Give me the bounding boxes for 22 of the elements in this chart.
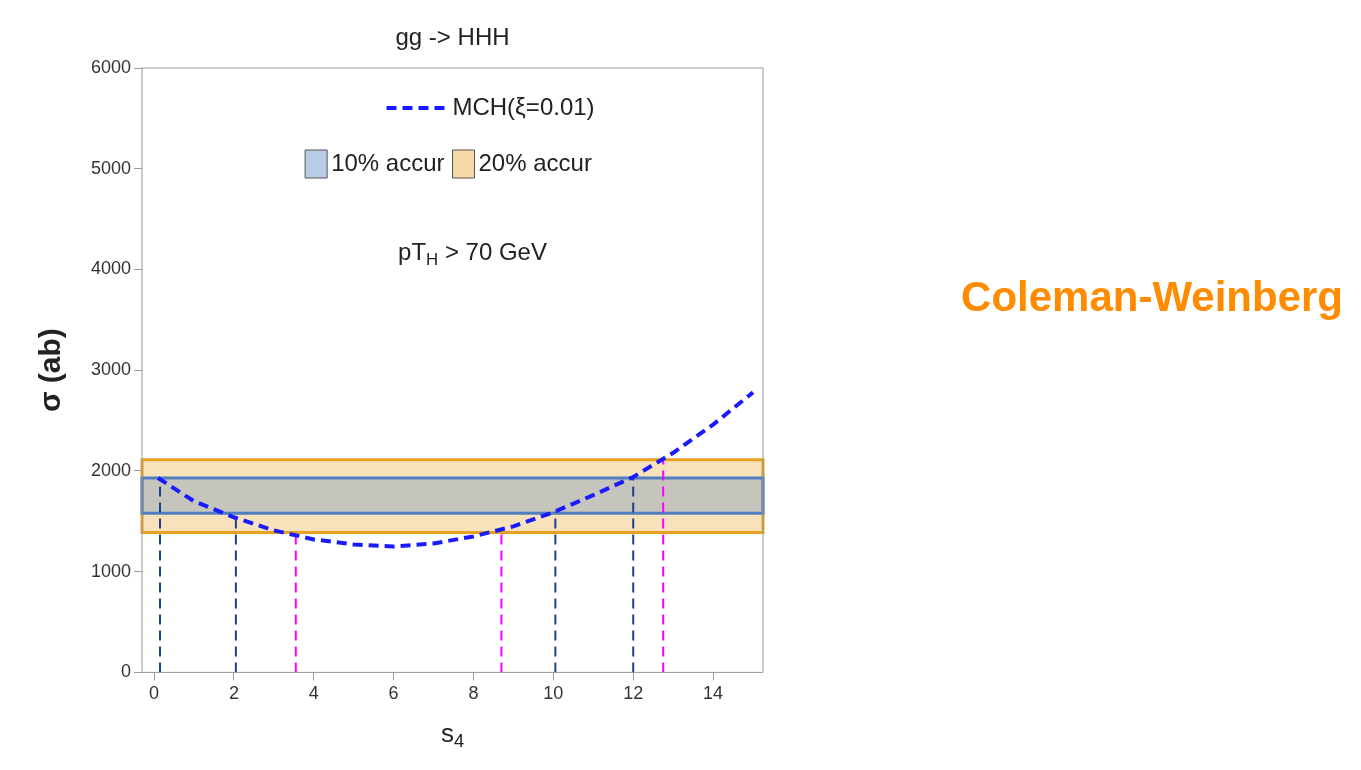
y-tick-label: 5000	[91, 157, 132, 178]
chart-title: gg -> HHH	[395, 22, 510, 50]
text: Coleman-Weinberg	[961, 273, 1343, 321]
y-tick-label: 3000	[91, 359, 132, 380]
line-series	[156, 390, 756, 549]
x-tick-label: 6	[388, 683, 399, 704]
x-tick-label: 4	[308, 683, 319, 704]
y-tick-label: 4000	[91, 258, 132, 279]
x-tick-label: 8	[468, 683, 479, 704]
legend-label: 10% accur	[331, 148, 445, 176]
x-tick-label: 0	[149, 683, 160, 704]
legend-label: 20% accur	[478, 148, 592, 176]
y-tick-label: 2000	[91, 459, 132, 480]
x-tick-label: 14	[703, 683, 724, 704]
y-tick-label: 0	[121, 661, 132, 682]
legend-label: MCH(ξ=0.01)	[452, 92, 595, 120]
y-tick-label: 1000	[91, 560, 132, 581]
y-axis-title: σ (ab)	[33, 328, 67, 413]
x-tick-label: 12	[623, 683, 644, 704]
x-tick-label: 2	[228, 683, 239, 704]
x-tick-label: 10	[543, 683, 564, 704]
y-tick-label: 6000	[91, 56, 132, 77]
